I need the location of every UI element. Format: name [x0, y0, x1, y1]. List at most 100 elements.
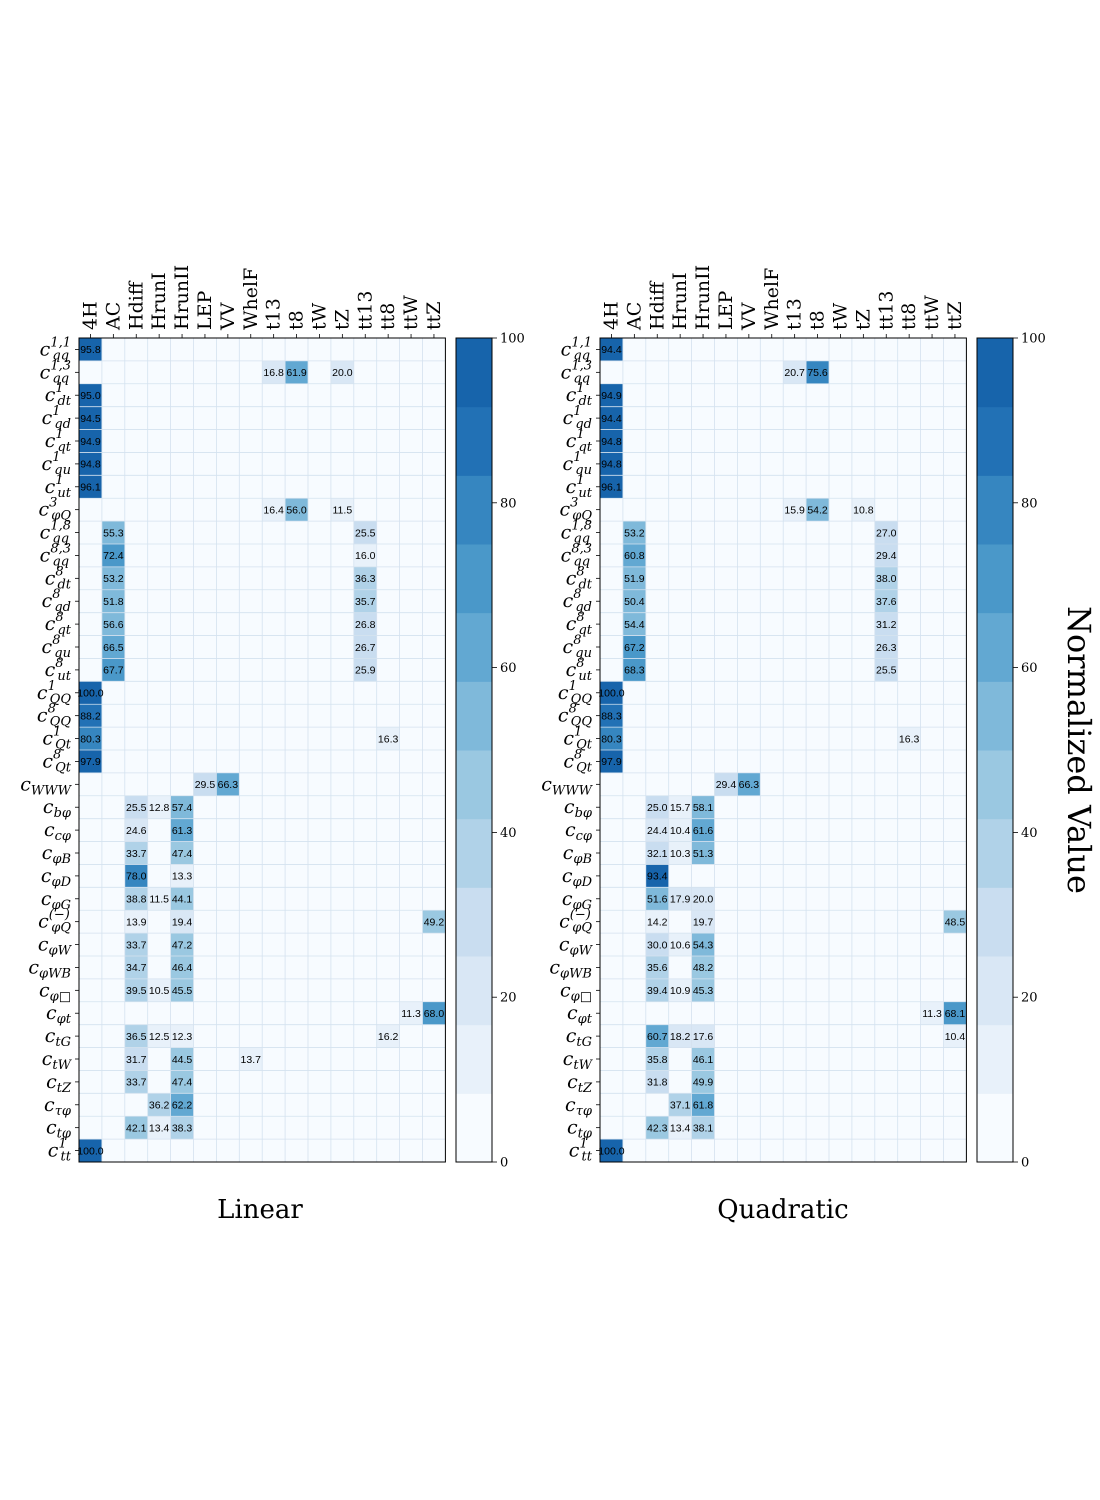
row-label: cbφ: [43, 796, 72, 821]
cell-value-label: 16.3: [378, 733, 399, 745]
heatmap-cell: [193, 772, 217, 796]
heatmap-cell: [691, 1024, 715, 1048]
heatmap-cell: [622, 566, 646, 590]
heatmap-cell: [147, 978, 171, 1002]
colorbar-segment: [977, 612, 1013, 682]
heatmap-cell: [691, 910, 715, 934]
colorbar-segment: [456, 956, 492, 1026]
heatmap-cell: [645, 956, 669, 979]
colorbar-segment: [456, 544, 492, 614]
heatmap-cell: [376, 1024, 400, 1048]
row-label: cφG: [41, 888, 71, 913]
colorbar-segment: [977, 956, 1013, 1026]
cell-value-label: 53.2: [624, 527, 645, 539]
colorbar-tick-label: 40: [1021, 826, 1038, 841]
cell-value-label: 51.6: [647, 894, 668, 906]
colorbar-segment: [977, 681, 1013, 751]
row-label: c8 qu: [563, 633, 592, 661]
row-label: c1 ut: [45, 473, 72, 501]
cell-value-label: 38.8: [126, 894, 147, 906]
heatmap-cell: [691, 841, 715, 865]
cell-value-label: 47.2: [172, 939, 193, 951]
colorbar-segment: [977, 887, 1013, 957]
heatmap-cell: [600, 338, 623, 361]
cell-value-label: 35.6: [647, 962, 668, 974]
colorbar-segment: [977, 818, 1013, 888]
column-label: t8: [807, 310, 829, 330]
cell-value-label: 29.5: [195, 779, 216, 791]
cell-value-label: 17.9: [670, 894, 691, 906]
cell-value-label: 48.2: [693, 962, 714, 974]
row-label: cφG: [562, 888, 592, 913]
heatmap-cell: [79, 429, 102, 453]
row-label: ctG: [45, 1025, 71, 1050]
heatmap-cell: [874, 612, 898, 636]
cell-value-label: 51.8: [103, 596, 124, 608]
heatmap-cell: [645, 1070, 669, 1094]
column-label: tW: [829, 302, 851, 330]
cell-value-label: 68.0: [424, 1008, 445, 1020]
heatmap-cell: [79, 1139, 102, 1162]
cell-value-label: 96.1: [601, 482, 622, 494]
cell-value-label: 96.1: [80, 482, 101, 494]
heatmap-cell: [691, 1047, 715, 1071]
heatmap-cell: [124, 910, 148, 934]
cell-value-label: 15.7: [670, 802, 691, 814]
heatmap-cell: [79, 452, 102, 476]
cell-value-label: 45.5: [172, 985, 193, 997]
cell-value-label: 25.0: [647, 802, 668, 814]
cell-value-label: 13.4: [670, 1122, 691, 1134]
heatmap-cell: [147, 795, 171, 819]
colorbar-segment: [977, 544, 1013, 614]
cell-value-label: 13.9: [126, 916, 147, 928]
heatmap-cell: [920, 1001, 944, 1025]
heatmap-cell: [622, 544, 646, 567]
cell-value-label: 66.5: [103, 642, 124, 654]
cell-value-label: 31.7: [126, 1054, 147, 1066]
cell-value-label: 50.4: [624, 596, 645, 608]
row-label: c8 qt: [45, 610, 72, 638]
column-label: ttW: [400, 295, 422, 330]
heatmap-cell: [600, 383, 623, 407]
heatmap-cell: [645, 864, 669, 888]
heatmap-panel-quadratic: 94.4 20.7 75.6 94.9 94.4 94.8 94.8 96.1 15.9 54.2…: [541, 265, 1046, 1225]
heatmap-cell: [79, 338, 102, 361]
cell-value-label: 30.0: [647, 939, 668, 951]
heatmap-cell: [330, 360, 354, 384]
row-label: c1 dt: [45, 381, 72, 409]
heatmap-panel-linear: 95.8 16.8 61.9 20.0 95.0 94.5 94.9 94.8 96.1 16.4…: [20, 265, 525, 1225]
cell-value-label: 38.3: [172, 1122, 193, 1134]
heatmap-cell: [170, 933, 194, 956]
column-label: WhelF: [761, 268, 783, 330]
column-label: WhelF: [240, 268, 262, 330]
cell-value-label: 54.2: [807, 504, 828, 516]
cell-value-label: 10.9: [670, 985, 691, 997]
heatmap-cell: [262, 360, 286, 384]
heatmap-cell: [622, 658, 646, 682]
heatmap-cell: [668, 933, 692, 956]
cell-value-label: 78.0: [126, 871, 147, 883]
heatmap-cell: [737, 772, 761, 796]
heatmap-cell: [806, 498, 829, 522]
heatmap-cell: [874, 521, 898, 544]
cell-value-label: 12.8: [149, 802, 170, 814]
cell-value-label: 61.9: [286, 367, 307, 379]
heatmap-cell: [668, 795, 692, 819]
cell-value-label: 95.0: [80, 390, 101, 402]
heatmap-cell: [600, 1139, 623, 1162]
heatmap-cell: [600, 750, 623, 773]
cell-value-label: 25.5: [355, 527, 376, 539]
heatmap-cell: [622, 589, 646, 613]
cell-value-label: 62.2: [172, 1100, 193, 1112]
heatmap-cell: [645, 795, 669, 819]
heatmap-cell: [170, 910, 194, 934]
cell-value-label: 49.9: [693, 1077, 714, 1089]
heatmap-cell: [285, 360, 308, 384]
heatmap-cell: [170, 978, 194, 1002]
cell-value-label: 14.2: [647, 916, 668, 928]
colorbar-tick-label: 0: [500, 1156, 508, 1171]
heatmap-cell: [262, 498, 286, 522]
heatmap-cell: [874, 658, 898, 682]
heatmap-cell: [874, 566, 898, 590]
row-label: c1,3 qq: [40, 358, 71, 386]
